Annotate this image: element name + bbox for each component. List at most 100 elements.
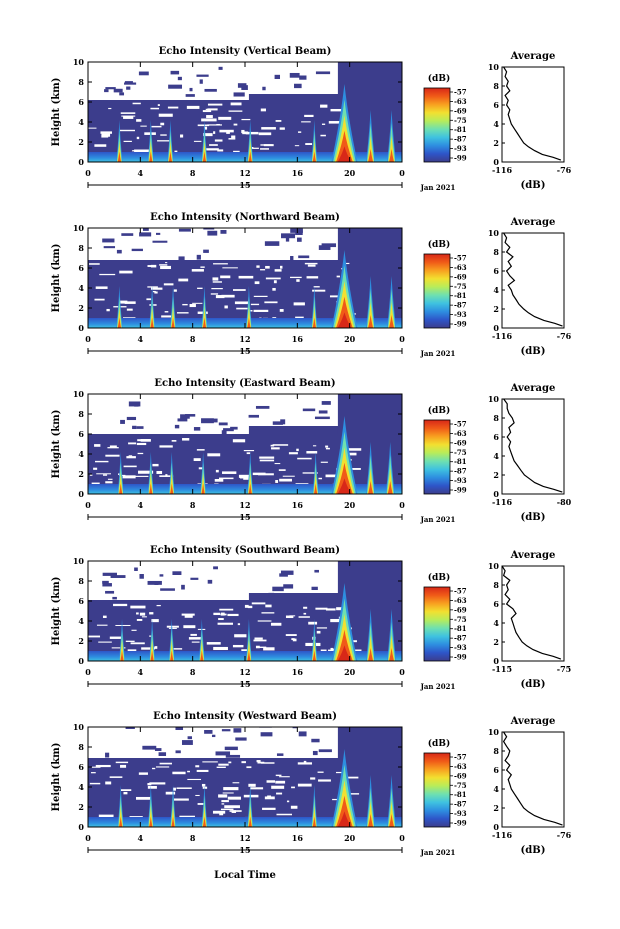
colorbar-tick-label: -69 — [454, 272, 467, 281]
echo-gap — [266, 780, 276, 783]
echo-gap — [298, 616, 310, 618]
echo-gap — [167, 106, 179, 109]
y-tick-label: 6 — [78, 762, 84, 772]
echo-gap — [136, 119, 142, 122]
echo-patch — [283, 584, 294, 589]
echo-gap — [259, 456, 275, 459]
echo-gap — [147, 783, 152, 786]
echo-gap — [304, 262, 318, 265]
echo-gap — [282, 475, 295, 477]
echo-patch — [318, 749, 332, 753]
echo-gap — [213, 131, 216, 134]
y-axis-label: Height (km) — [51, 577, 62, 646]
echo-gap — [183, 625, 196, 629]
echo-patch — [142, 228, 149, 231]
echo-gap — [126, 456, 136, 459]
echo-gap — [99, 273, 116, 276]
storm-echo-column — [337, 62, 402, 100]
colorbar-tick-label: -99 — [454, 819, 467, 828]
echo-gap — [286, 800, 290, 803]
echo-gap — [320, 649, 327, 652]
convective-cell — [337, 478, 352, 494]
echo-gap — [131, 629, 137, 631]
colorbar-tick-label: -63 — [454, 429, 467, 438]
convective-cell — [337, 645, 352, 661]
echo-layer-upper — [248, 94, 353, 100]
echo-gap — [138, 772, 148, 775]
echo-gap — [332, 798, 340, 801]
average-frame — [501, 66, 565, 163]
echo-gap — [147, 286, 158, 288]
echo-gap — [307, 264, 316, 267]
echo-gap — [182, 303, 188, 306]
echo-gap — [228, 761, 232, 764]
echo-patch — [260, 732, 273, 737]
echo-patch — [223, 428, 234, 432]
echo-gap — [291, 786, 295, 789]
echo-gap — [176, 787, 192, 789]
echo-patch — [318, 245, 331, 250]
echo-gap — [214, 479, 224, 482]
echo-gap — [335, 771, 347, 774]
echo-gap — [206, 115, 213, 119]
echo-patch — [302, 408, 316, 412]
echo-patch — [264, 241, 280, 246]
convective-cell — [202, 151, 207, 162]
echo-gap — [195, 765, 200, 768]
echo-gap — [219, 129, 234, 133]
y-tick-label: 2 — [78, 303, 84, 313]
echo-gap — [254, 637, 263, 640]
echo-gap — [123, 115, 134, 119]
echo-gap — [325, 445, 329, 448]
average-y-tick-label: 0 — [493, 323, 499, 333]
echo-gap — [227, 613, 239, 617]
echo-gap — [290, 805, 298, 809]
echo-gap — [132, 102, 141, 105]
echo-gap — [202, 786, 208, 789]
colorbar — [423, 752, 451, 828]
echo-gap — [218, 763, 229, 766]
echo-gap — [250, 787, 264, 790]
echo-patch — [132, 425, 137, 430]
echo-intensity-plot — [88, 228, 402, 328]
beam-panel: Echo Intensity (Northward Beam) 0 2 4 6 8 10 He… — [51, 212, 572, 358]
echo-gap — [220, 808, 234, 811]
y-tick-label: 0 — [78, 323, 84, 333]
echo-patch — [126, 86, 131, 90]
echo-gap — [182, 438, 190, 441]
echo-gap — [200, 266, 205, 268]
echo-gap — [202, 110, 212, 113]
echo-patch — [110, 575, 126, 578]
convective-cell — [119, 483, 123, 494]
echo-gap — [236, 307, 250, 310]
echo-gap — [163, 283, 174, 286]
echo-gap — [157, 104, 160, 106]
echo-patch — [199, 79, 203, 84]
echo-gap — [164, 311, 169, 313]
echo-gap — [187, 778, 202, 781]
echo-patch — [124, 82, 137, 85]
convective-cell — [247, 650, 251, 661]
echo-patch — [314, 416, 330, 420]
echo-gap — [221, 800, 229, 803]
x-tick-label: 0 — [85, 667, 91, 677]
echo-patch — [139, 232, 152, 237]
x-tick-label: 8 — [190, 168, 196, 178]
convective-cell — [170, 650, 174, 661]
echo-gap — [246, 766, 252, 769]
echo-gap — [98, 814, 114, 818]
echo-gap — [176, 312, 189, 314]
echo-gap — [151, 125, 162, 128]
echo-gap — [128, 442, 137, 445]
convective-cell — [200, 650, 204, 661]
echo-gap — [345, 452, 357, 456]
x-axis-label: Local Time — [214, 870, 276, 881]
colorbar-unit: (dB) — [428, 239, 450, 250]
x-tick-label: 0 — [399, 168, 405, 178]
echo-gap — [136, 612, 139, 615]
echo-gap — [303, 606, 308, 609]
average-profile-line — [503, 66, 562, 161]
echo-gap — [222, 471, 237, 474]
average-profile-line — [501, 565, 562, 660]
colorbar-tick-label: -87 — [454, 467, 467, 476]
